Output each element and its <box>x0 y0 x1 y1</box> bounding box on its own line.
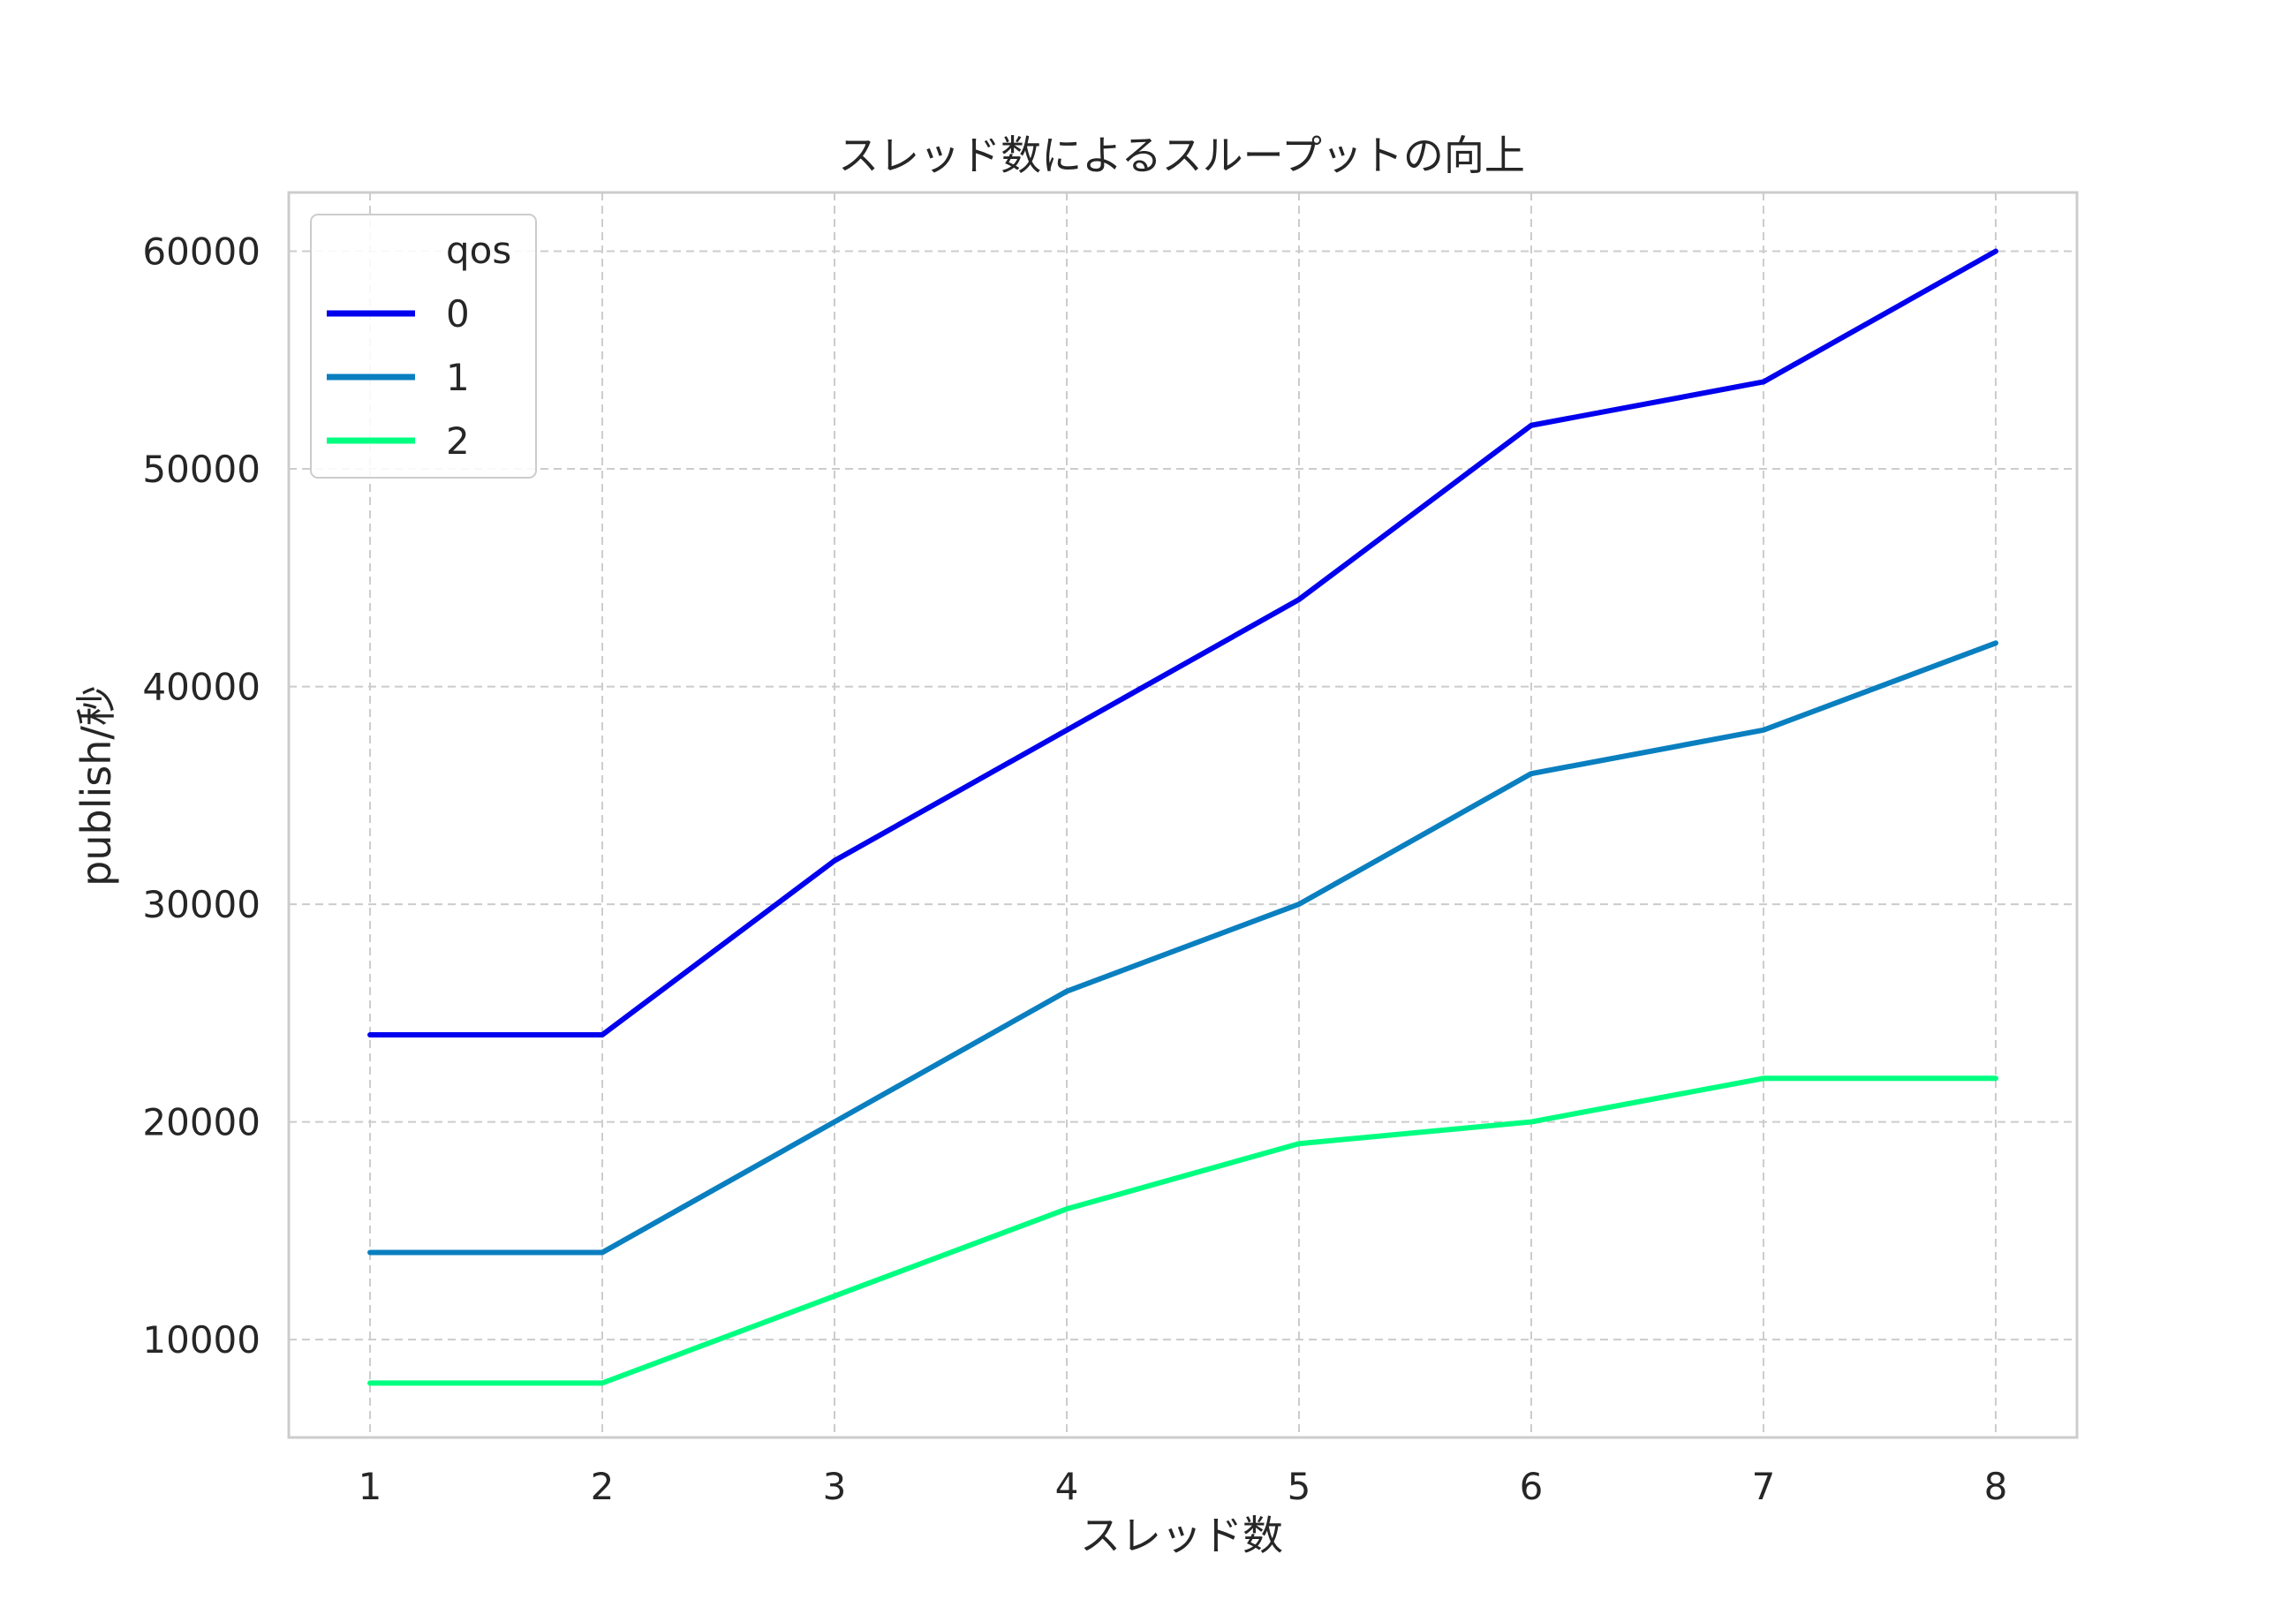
legend-label-1: 1 <box>446 356 470 399</box>
series-line-qos-2 <box>367 1075 1998 1386</box>
y-axis-title: publish/秒 <box>72 685 120 886</box>
legend-box <box>310 214 537 479</box>
y-tick-label: 60000 <box>142 230 261 274</box>
y-tick-label: 30000 <box>142 883 261 926</box>
x-tick-label: 2 <box>591 1465 615 1508</box>
series-line-qos-0 <box>367 248 1998 1037</box>
x-tick-labels: 1 2 3 4 5 6 7 8 <box>359 1465 2008 1508</box>
x-tick-label: 5 <box>1288 1465 1311 1508</box>
grid <box>289 192 2077 1437</box>
legend: qos 0 1 2 <box>310 214 537 479</box>
y-tick-label: 40000 <box>142 666 261 709</box>
x-tick-label: 6 <box>1520 1465 1544 1508</box>
legend-entries: 0 1 2 <box>327 292 470 463</box>
chart-title: スレッド数によるスループットの向上 <box>838 132 1525 179</box>
series-lines <box>367 248 1998 1386</box>
x-tick-label: 3 <box>823 1465 847 1508</box>
x-tick-label: 8 <box>1984 1465 2008 1508</box>
y-tick-label: 10000 <box>142 1318 261 1362</box>
x-tick-label: 7 <box>1752 1465 1776 1508</box>
legend-title: qos <box>446 229 511 272</box>
y-tick-label: 20000 <box>142 1101 261 1144</box>
series-line-qos-1 <box>367 640 1998 1256</box>
plot-area-frame <box>287 191 2079 1439</box>
y-tick-label: 50000 <box>142 448 261 491</box>
x-axis-title: スレッド数 <box>1080 1512 1283 1559</box>
x-tick-label: 1 <box>359 1465 382 1508</box>
x-tick-label: 4 <box>1055 1465 1079 1508</box>
legend-label-0: 0 <box>446 292 470 336</box>
legend-label-2: 2 <box>446 419 470 463</box>
y-tick-labels: 10000 20000 30000 40000 50000 60000 <box>142 230 261 1362</box>
